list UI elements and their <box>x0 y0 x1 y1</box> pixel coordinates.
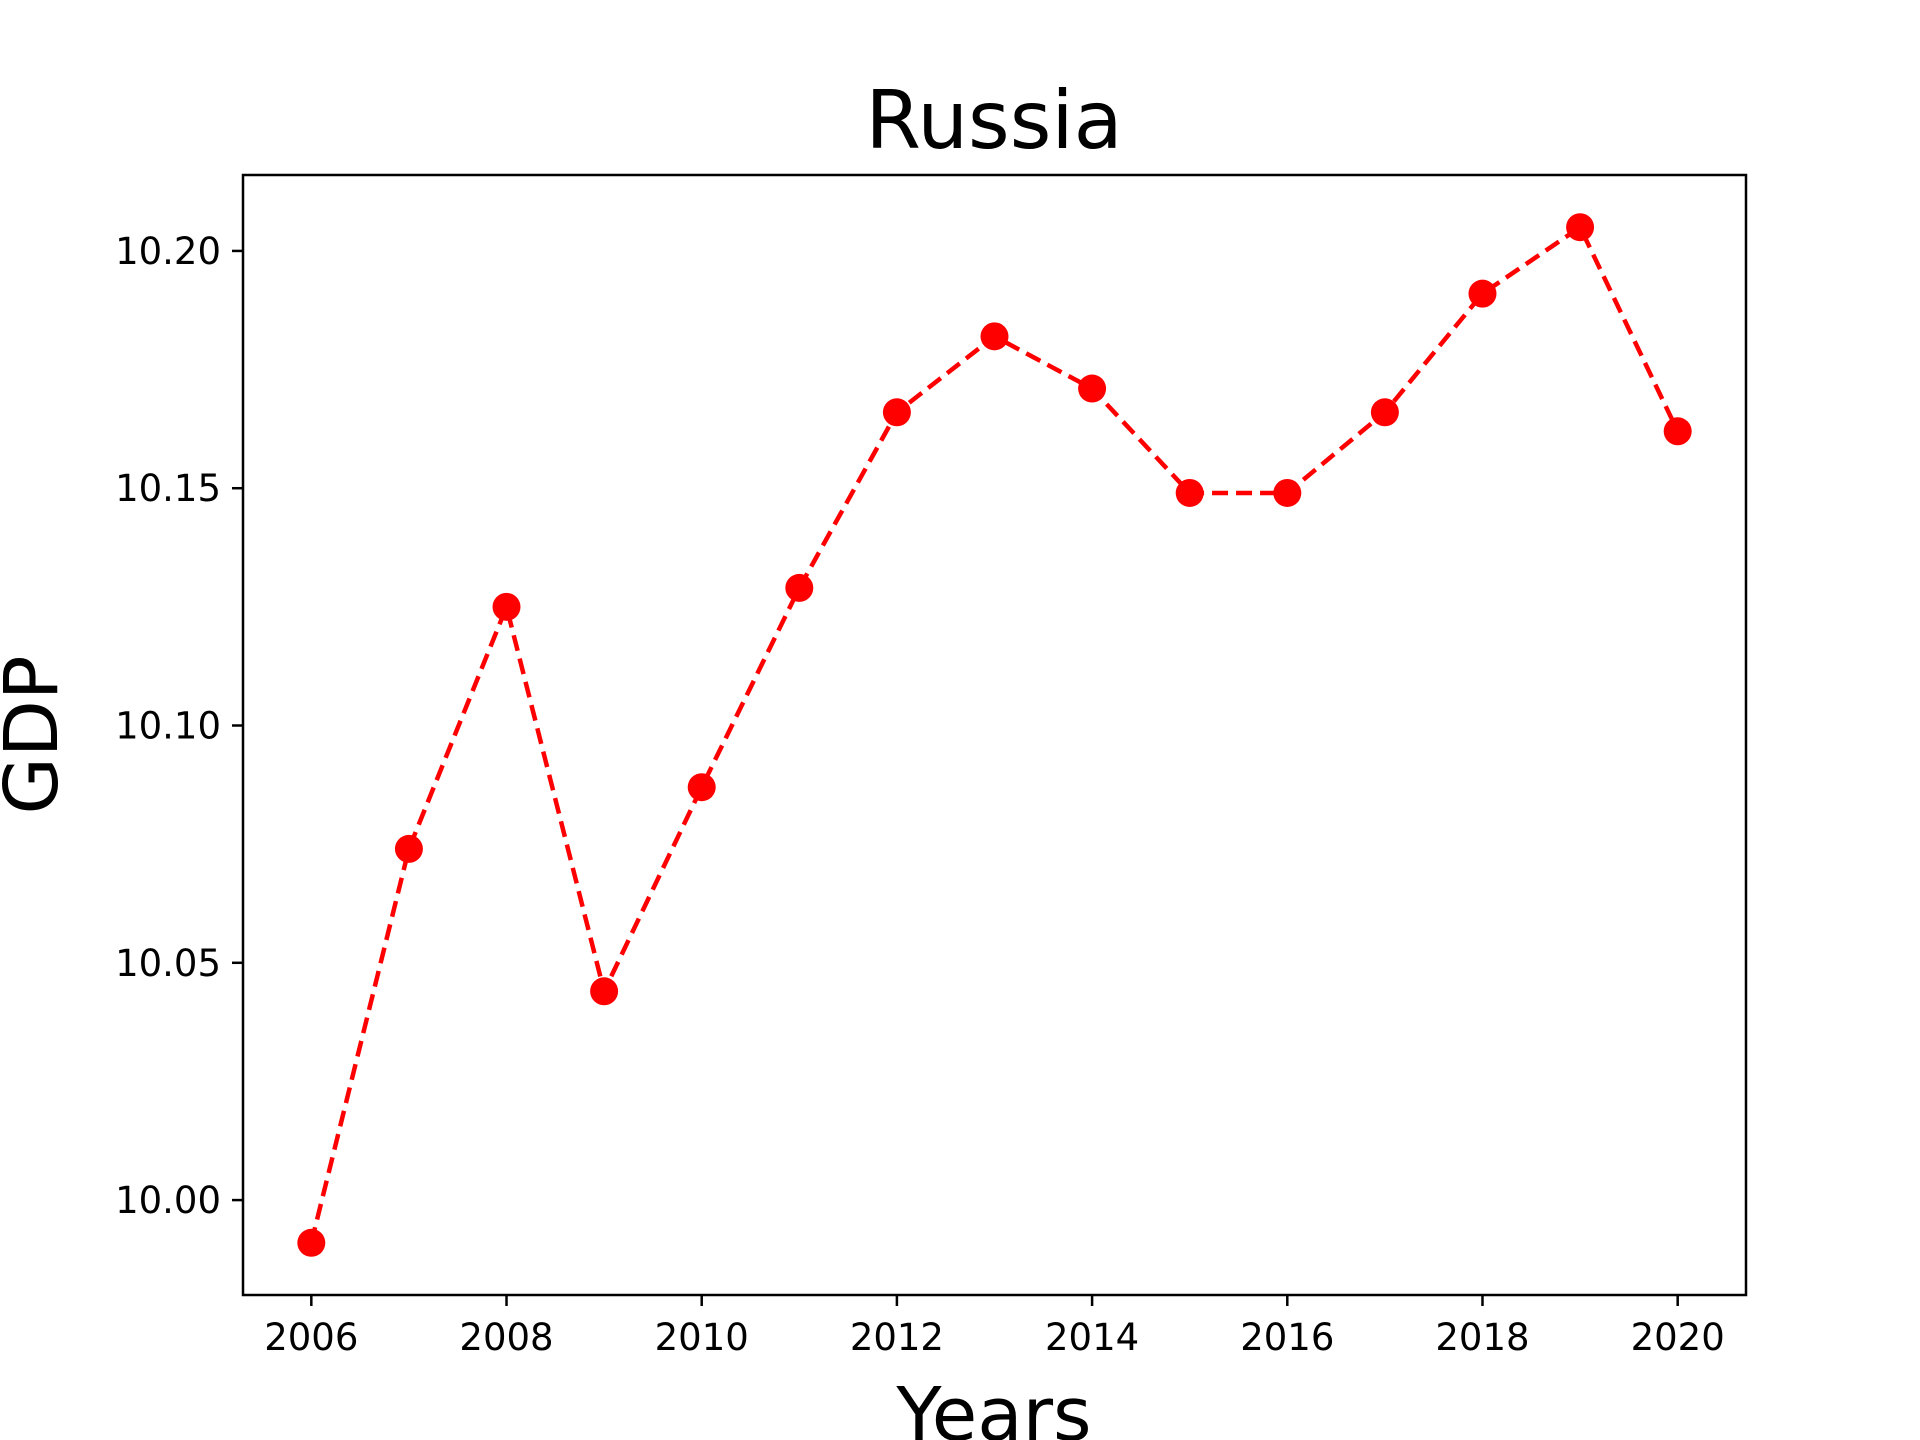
data-point <box>590 977 619 1006</box>
y-tick-label: 10.00 <box>115 1179 221 1222</box>
chart-title: Russia <box>865 74 1122 167</box>
data-point <box>980 322 1009 351</box>
x-tick-label: 2012 <box>850 1316 944 1359</box>
data-point <box>687 773 716 802</box>
x-tick-label: 2006 <box>264 1316 358 1359</box>
y-tick-label: 10.05 <box>115 942 221 985</box>
y-axis: 10.00 10.05 10.10 10.15 10.20 <box>115 230 243 1222</box>
y-tick-label: 10.20 <box>115 230 221 273</box>
y-tick-label: 10.15 <box>115 467 221 510</box>
y-axis-label: GDP <box>0 656 75 815</box>
data-point <box>1078 374 1107 403</box>
data-point <box>394 834 423 863</box>
x-axis-label: Years <box>895 1372 1091 1440</box>
data-point <box>882 398 911 427</box>
x-tick-label: 2016 <box>1240 1316 1334 1359</box>
data-point <box>1663 417 1692 446</box>
x-tick-label: 2014 <box>1045 1316 1139 1359</box>
data-point <box>1370 398 1399 427</box>
data-point <box>1175 478 1204 507</box>
data-point <box>1566 213 1595 242</box>
axes-frame <box>241 173 1748 1297</box>
x-tick-label: 2018 <box>1435 1316 1529 1359</box>
data-point <box>785 573 814 602</box>
y-tick-label: 10.10 <box>115 705 221 748</box>
data-point <box>492 592 521 621</box>
x-axis: 2006 2008 2010 2012 2014 2016 2018 2020 <box>264 1295 1725 1359</box>
x-tick-label: 2020 <box>1631 1316 1725 1359</box>
data-point <box>297 1228 326 1257</box>
data-point <box>1468 279 1497 308</box>
data-point <box>1273 478 1302 507</box>
plot-area <box>297 213 1692 1257</box>
x-tick-label: 2008 <box>459 1316 553 1359</box>
x-tick-label: 2010 <box>655 1316 749 1359</box>
